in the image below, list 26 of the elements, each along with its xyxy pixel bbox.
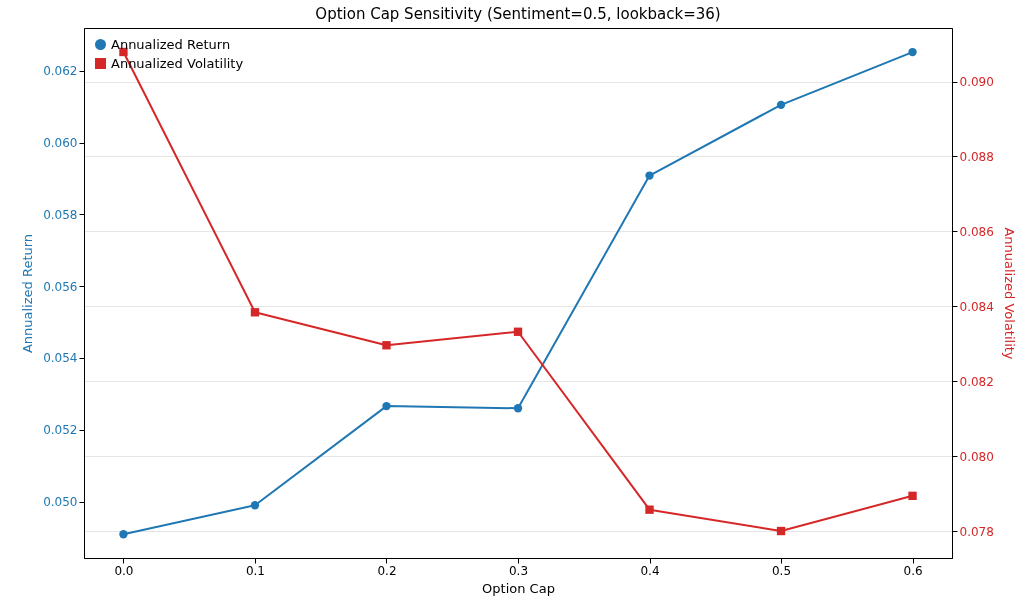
y-tick-label: 0.062 [43, 64, 78, 79]
x-tick-label: 0.3 [508, 563, 529, 578]
y-tick-label: 0.050 [43, 495, 78, 510]
y2-axis-title: Annualized Volatility [1001, 227, 1017, 360]
y-axis-title: Annualized Return [20, 233, 36, 354]
x-axis-title: Option Cap [482, 580, 555, 596]
x-tick-label: 0.4 [640, 563, 660, 578]
y-tick-label: 0.060 [43, 136, 78, 151]
x-tick-label: 0.5 [771, 563, 792, 578]
x-tick-label: 0.1 [245, 563, 266, 578]
y2-tick-label: 0.084 [959, 299, 994, 314]
x-tick-label: 0.2 [377, 563, 397, 578]
x-tick-label: 0.0 [114, 563, 134, 578]
y2-tick-label: 0.078 [959, 524, 994, 539]
x-tick-label: 0.6 [903, 563, 923, 578]
y-tick-label: 0.054 [43, 351, 78, 366]
y2-tick-label: 0.082 [959, 374, 994, 389]
y-tick-label: 0.052 [43, 423, 78, 438]
legend-label: Annualized Return [111, 36, 231, 52]
chart-title: Option Cap Sensitivity (Sentiment=0.5, lookback=36) [315, 5, 721, 23]
y2-tick-label: 0.086 [959, 224, 994, 239]
y-tick-label: 0.058 [43, 207, 78, 222]
y2-tick-label: 0.088 [959, 149, 994, 164]
y2-tick-label: 0.090 [959, 75, 994, 90]
y-tick-label: 0.056 [43, 279, 78, 294]
y2-tick-label: 0.080 [959, 449, 994, 464]
